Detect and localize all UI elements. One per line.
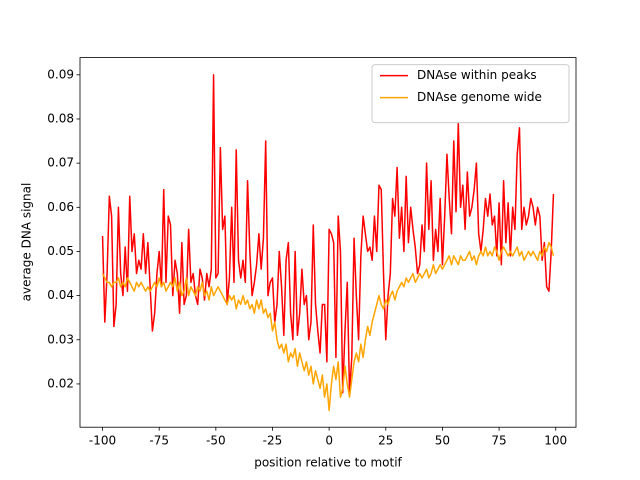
x-tick-label: -25 [263, 434, 283, 448]
y-tick-label: 0.07 [47, 156, 74, 170]
x-tick-label: -50 [206, 434, 226, 448]
x-axis-label: position relative to motif [254, 456, 402, 470]
legend-box [371, 64, 570, 124]
x-tick-label: 25 [378, 434, 393, 448]
legend-label: DNAse genome wide [417, 90, 542, 104]
x-tick-label: -75 [149, 434, 169, 448]
x-tick-label: -100 [89, 434, 116, 448]
legend-label: DNAse within peaks [417, 68, 537, 82]
y-tick-label: 0.08 [47, 111, 74, 125]
y-tick-label: 0.05 [47, 244, 74, 258]
y-tick-label: 0.04 [47, 288, 74, 302]
plot-frame [79, 57, 577, 428]
y-tick-label: 0.06 [47, 200, 74, 214]
y-tick-label: 0.02 [47, 376, 74, 390]
x-tick-label: 0 [325, 434, 333, 448]
data-line [101, 74, 555, 394]
data-line [101, 241, 555, 412]
y-axis-label: average DNA signal [20, 183, 34, 302]
y-tick-label: 0.09 [47, 67, 74, 81]
x-tick-label: 100 [544, 434, 567, 448]
x-tick-label: 75 [491, 434, 506, 448]
x-tick-label: 50 [435, 434, 450, 448]
y-tick-label: 0.03 [47, 332, 74, 346]
